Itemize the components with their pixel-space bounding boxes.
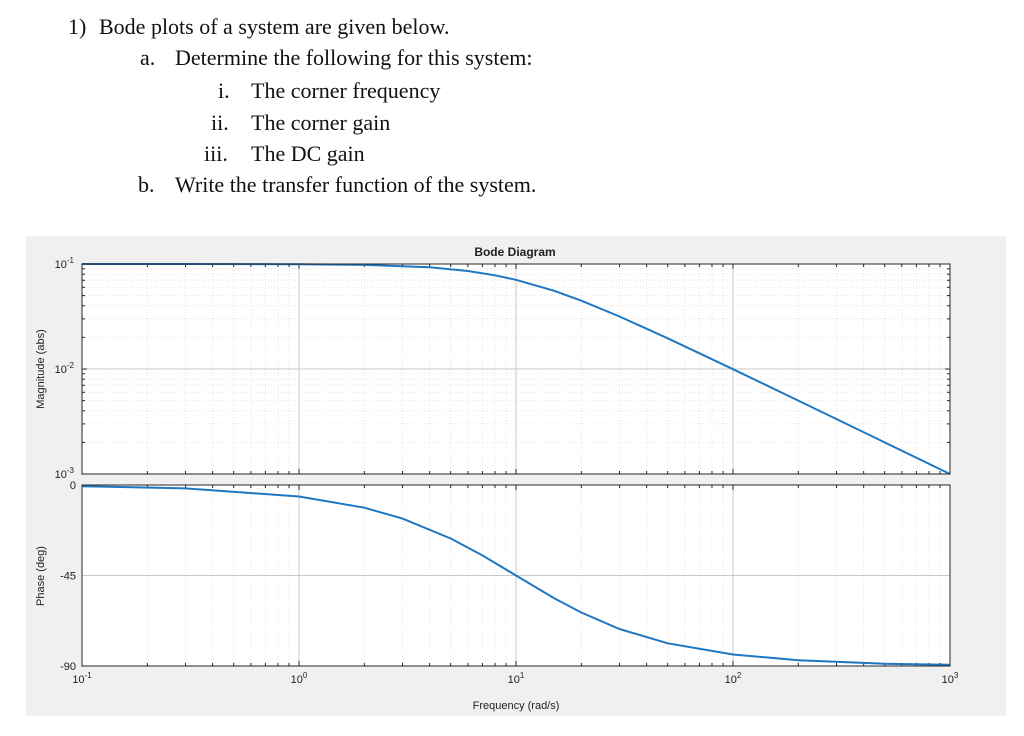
- phase-y-tick-label: 0: [70, 480, 76, 492]
- magnitude-axis-label: Magnitude (abs): [35, 329, 47, 409]
- frequency-x-tick-label: 10-1: [72, 671, 92, 686]
- item-i-text: The corner frequency: [251, 78, 441, 103]
- frequency-x-tick-label: 101: [508, 671, 525, 686]
- phase-y-tick-label: -45: [60, 571, 76, 583]
- problem-statement: 1) Bode plots of a system are given belo…: [0, 0, 1024, 210]
- magnitude-y-tick-label: 10-2: [55, 361, 75, 376]
- frequency-x-tick-label: 100: [291, 671, 308, 686]
- item-ii-label: ii.: [211, 110, 229, 135]
- phase-series-line: [81, 485, 951, 666]
- magnitude-y-tick-label: 10-3: [55, 466, 75, 481]
- problem-number: 1): [68, 14, 87, 39]
- item-iii-text: The DC gain: [251, 141, 365, 166]
- magnitude-series-line: [82, 263, 951, 475]
- phase-axis-label: Phase (deg): [35, 546, 47, 606]
- magnitude-y-tick-label: 10-1: [55, 256, 75, 271]
- item-i-label: i.: [218, 78, 230, 103]
- bode-figure: Bode Diagram 10-1 10-2 10-3 Magnitude (abs…: [26, 236, 1006, 716]
- item-iii-label: iii.: [204, 141, 228, 166]
- item-ii-text: The corner gain: [251, 110, 391, 135]
- frequency-x-tick-label: 102: [725, 671, 742, 686]
- frequency-axis-label: Frequency (rad/s): [473, 700, 560, 712]
- phase-axes: 0 -45 -90 10-1 100 101 102 103 Phase (deg) Fre…: [35, 480, 959, 712]
- frequency-x-tick-label: 103: [942, 671, 959, 686]
- magnitude-axes: 10-1 10-2 10-3 Magnitude (abs): [35, 256, 951, 481]
- part-a-label: a.: [140, 45, 156, 70]
- problem-intro: Bode plots of a system are given below.: [99, 14, 450, 39]
- part-a-text: Determine the following for this system:: [175, 45, 533, 70]
- bode-diagram: Bode Diagram 10-1 10-2 10-3 Magnitude (abs…: [26, 236, 1006, 716]
- part-b-text: Write the transfer function of the syste…: [175, 172, 537, 197]
- phase-y-tick-label: -90: [60, 661, 76, 673]
- chart-title: Bode Diagram: [474, 245, 555, 259]
- part-b-label: b.: [138, 172, 155, 197]
